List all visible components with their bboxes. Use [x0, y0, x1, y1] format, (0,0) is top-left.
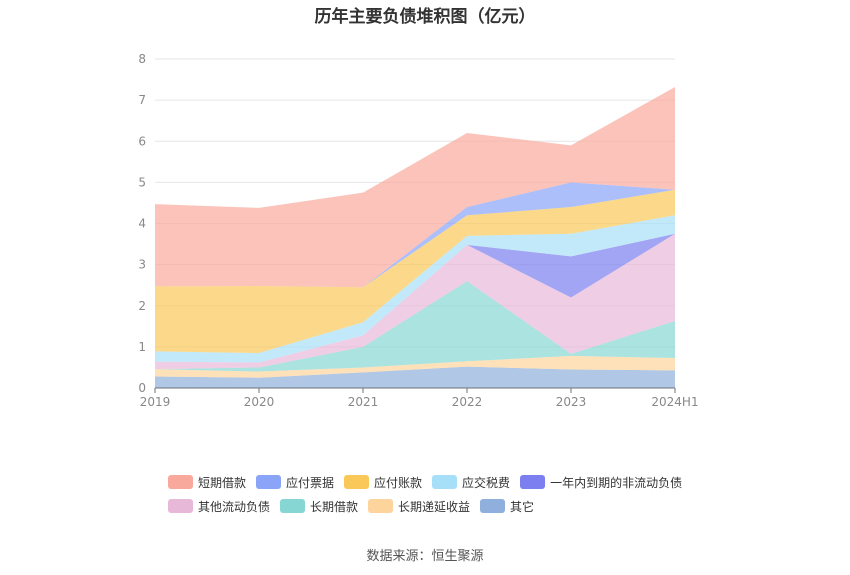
legend-item[interactable]: 其他流动负债	[168, 498, 270, 515]
y-tick-label: 5	[138, 175, 146, 189]
legend-item[interactable]: 其它	[480, 498, 534, 515]
legend-item[interactable]: 应交税费	[432, 474, 510, 491]
chart-legend: 短期借款 应付票据 应付账款 应交税费 一年内到期的非流动负债其他流动负债 长期借款 长期递…	[168, 470, 728, 518]
legend-item[interactable]: 应付账款	[344, 474, 422, 491]
legend-swatch	[280, 499, 306, 513]
x-tick-label: 2021	[348, 395, 379, 409]
legend-label: 长期递延收益	[398, 499, 471, 514]
area-series	[155, 182, 675, 288]
legend-item[interactable]: 长期递延收益	[368, 498, 470, 515]
legend-label: 一年内到期的非流动负债	[550, 475, 683, 490]
x-tick-label: 2022	[452, 395, 483, 409]
y-tick-label: 0	[138, 381, 146, 395]
legend-label: 短期借款	[198, 475, 247, 490]
x-tick-label: 2020	[244, 395, 275, 409]
legend-row: 其他流动负债 长期借款 长期递延收益 其它	[168, 494, 728, 518]
x-tick-label: 2023	[556, 395, 587, 409]
area-series	[155, 233, 675, 370]
legend-item[interactable]: 短期借款	[168, 474, 246, 491]
legend-swatch	[432, 475, 458, 489]
x-tick-label: 2024H1	[651, 395, 698, 409]
legend-swatch	[168, 475, 193, 489]
legend-swatch	[368, 499, 394, 513]
y-tick-label: 6	[138, 134, 146, 148]
legend-label: 其他流动负债	[198, 499, 271, 514]
legend-swatch	[344, 475, 370, 489]
y-tick-label: 1	[138, 340, 146, 354]
y-tick-label: 8	[138, 52, 146, 66]
legend-swatch	[256, 475, 282, 489]
y-tick-label: 2	[138, 299, 146, 313]
legend-item[interactable]: 应付票据	[256, 474, 334, 491]
legend-label: 应付账款	[374, 475, 423, 490]
legend-swatch	[520, 475, 546, 489]
area-series	[155, 281, 675, 372]
legend-label: 其它	[510, 499, 535, 514]
legend-label: 应付票据	[286, 475, 335, 490]
area-series	[155, 366, 675, 388]
area-series	[155, 86, 675, 288]
area-series	[155, 189, 675, 354]
legend-label: 长期借款	[310, 499, 359, 514]
chart-title: 历年主要负债堆积图（亿元）	[314, 7, 536, 27]
legend-label: 应交税费	[462, 475, 511, 490]
data-source: 数据来源：恒生聚源	[366, 549, 484, 564]
x-tick-label: 2019	[140, 395, 171, 409]
area-series	[155, 233, 675, 363]
legend-swatch	[168, 499, 193, 513]
y-tick-label: 4	[138, 217, 146, 231]
y-tick-label: 7	[138, 93, 146, 107]
y-tick-label: 3	[138, 258, 146, 272]
legend-row: 短期借款 应付票据 应付账款 应交税费 一年内到期的非流动负债	[168, 470, 728, 494]
stacked-area-chart: 0 1 2 3 4 5 6 7 8 2019 2020 2021 2022 2023 2024H1	[138, 52, 698, 409]
area-series	[155, 215, 675, 363]
legend-swatch	[480, 499, 506, 513]
legend-item[interactable]: 一年内到期的非流动负债	[520, 474, 682, 491]
legend-item[interactable]: 长期借款	[280, 498, 358, 515]
area-series	[155, 355, 675, 378]
